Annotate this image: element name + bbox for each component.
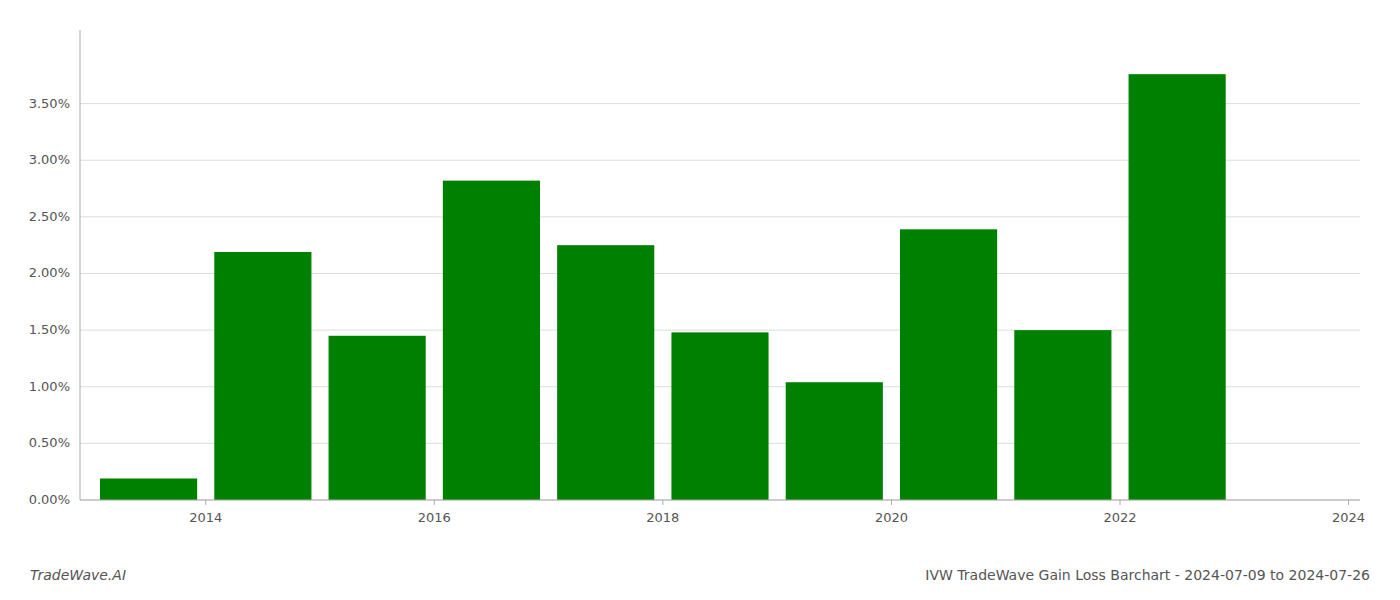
x-tick-label: 2022 [1103,510,1136,525]
x-tick [434,500,435,505]
x-tick-label: 2018 [646,510,679,525]
title: IVW TradeWave Gain Loss Barchart - 2024-… [925,567,1370,583]
bar [1014,330,1111,500]
x-tick [205,500,206,505]
y-tick-label: 3.00% [29,152,70,167]
bar [100,478,197,500]
watermark: TradeWave.AI [30,567,126,583]
bars [100,74,1226,500]
bar [671,332,768,500]
bar [557,245,654,500]
y-axis-line [80,30,81,500]
x-tick [891,500,892,505]
chart: 0.00% 0.50% 1.00% 1.50% 2.00% 2.50% 3.00% 3.50%… [0,0,1400,600]
x-tick-label: 2020 [875,510,908,525]
y-tick-label: 0.00% [29,492,70,507]
x-tick [1348,500,1349,505]
y-tick-label: 2.00% [29,265,70,280]
bar [1129,74,1226,500]
y-tick-label: 1.00% [29,379,70,394]
bar [214,252,311,500]
y-tick-label: 3.50% [29,96,70,111]
y-tick-label: 0.50% [29,435,70,450]
x-tick [662,500,663,505]
bar [443,181,540,500]
y-tick-label: 2.50% [29,209,70,224]
x-tick-label: 2024 [1332,510,1365,525]
x-axis-line [80,500,1360,501]
x-tick-label: 2014 [189,510,222,525]
bar [329,336,426,500]
x-tick-label: 2016 [418,510,451,525]
grid-line [80,500,1360,501]
y-tick-label: 1.50% [29,322,70,337]
bar [900,229,997,500]
x-tick [1120,500,1121,505]
bar [786,382,883,500]
